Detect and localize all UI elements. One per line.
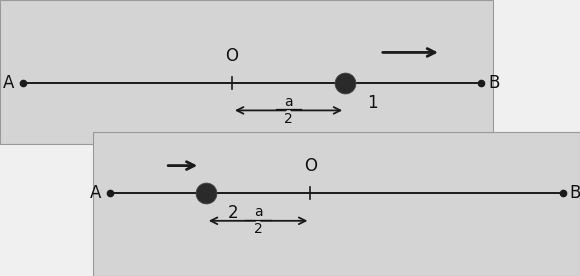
- Text: B: B: [570, 184, 580, 202]
- Text: A: A: [3, 74, 14, 92]
- Text: 2: 2: [284, 112, 293, 126]
- Text: 1: 1: [367, 94, 378, 112]
- Text: a: a: [254, 205, 262, 219]
- Text: 2: 2: [253, 222, 263, 236]
- Bar: [93, 132, 580, 276]
- Bar: [0, 0, 493, 144]
- Text: O: O: [304, 157, 317, 175]
- Text: B: B: [488, 74, 500, 92]
- Text: a: a: [284, 95, 293, 109]
- Text: A: A: [90, 184, 102, 202]
- Text: 2: 2: [228, 204, 238, 222]
- Text: O: O: [226, 47, 238, 65]
